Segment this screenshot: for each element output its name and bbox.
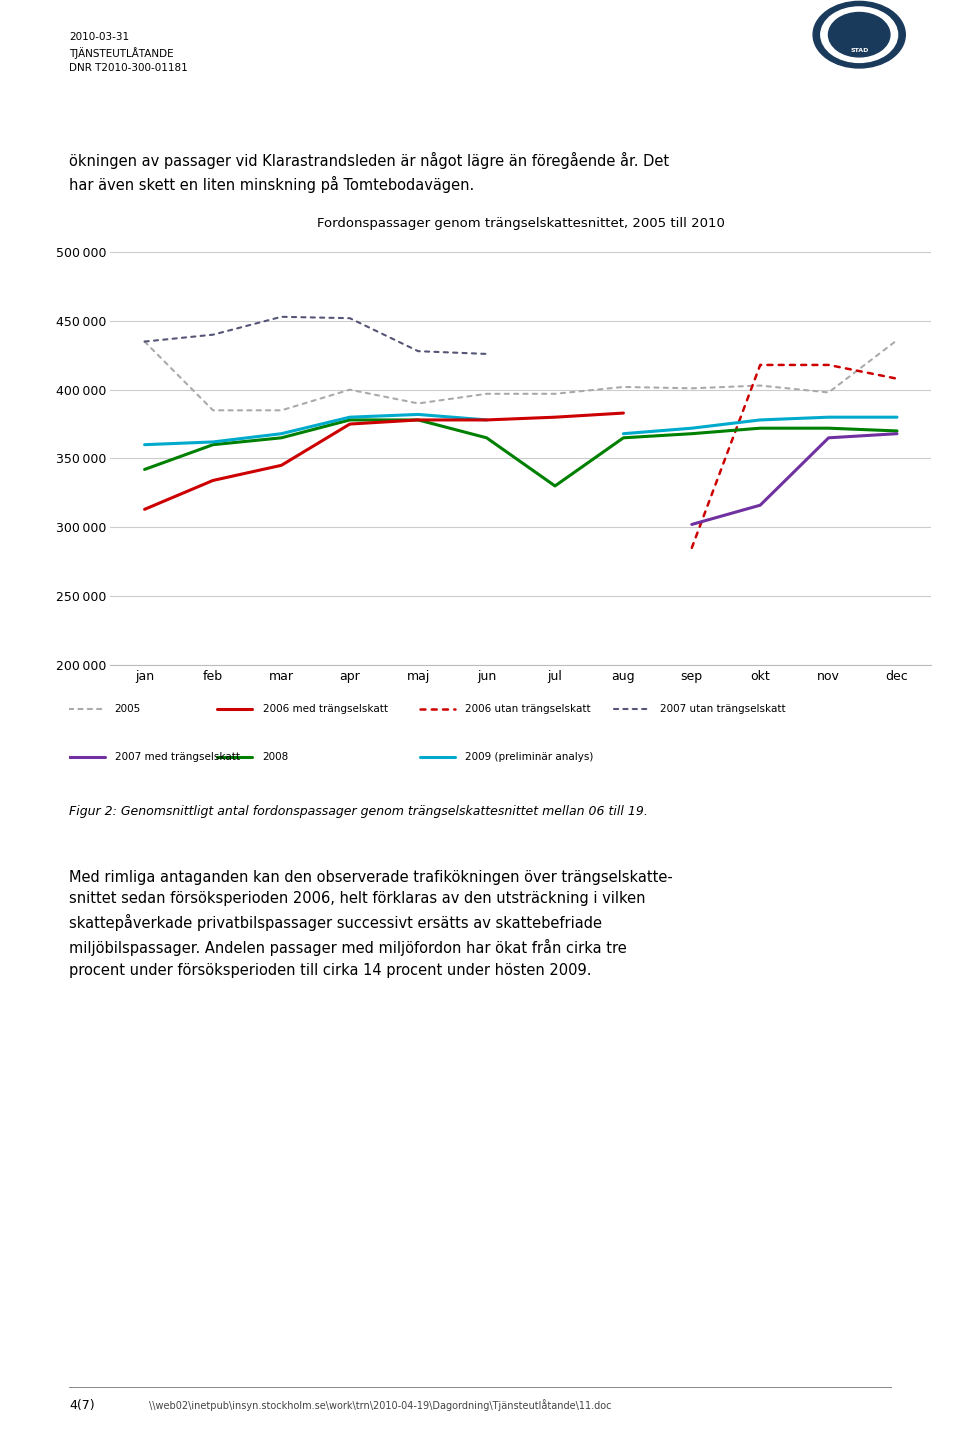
Text: 4(7): 4(7)	[69, 1399, 95, 1412]
Text: 2006 med trängselskatt: 2006 med trängselskatt	[263, 705, 388, 714]
Text: 2005: 2005	[115, 705, 141, 714]
Text: 2010-03-31
TJÄNSTEUTLÅTANDE
DNR T2010-300-01181: 2010-03-31 TJÄNSTEUTLÅTANDE DNR T2010-30…	[69, 32, 188, 72]
Circle shape	[821, 7, 898, 62]
Text: \\web02\inetpub\insyn.stockholm.se\work\trn\2010-04-19\Dagordning\Tjänsteutlåtan: \\web02\inetpub\insyn.stockholm.se\work\…	[149, 1399, 612, 1410]
Circle shape	[813, 1, 905, 68]
Text: STAD: STAD	[850, 48, 869, 53]
Title: Fordonspassager genom trängselskattesnittet, 2005 till 2010: Fordonspassager genom trängselskattesnit…	[317, 217, 725, 230]
Text: 2007 med trängselskatt: 2007 med trängselskatt	[115, 753, 240, 762]
Text: 2008: 2008	[263, 753, 289, 762]
Text: STOCKHOLM: STOCKHOLM	[841, 16, 877, 22]
Text: 2007 utan trängselskatt: 2007 utan trängselskatt	[660, 705, 785, 714]
Text: Figur 2: Genomsnittligt antal fordonspassager genom trängselskattesnittet mellan: Figur 2: Genomsnittligt antal fordonspas…	[69, 805, 648, 818]
Text: Med rimliga antaganden kan den observerade trafikökningen över trängselskatte-
s: Med rimliga antaganden kan den observera…	[69, 870, 673, 977]
Text: ökningen av passager vid Klarastrandsleden är något lägre än föregående år. Det
: ökningen av passager vid Klarastrandsled…	[69, 152, 669, 194]
Text: 2006 utan trängselskatt: 2006 utan trängselskatt	[466, 705, 591, 714]
Text: 2009 (preliminär analys): 2009 (preliminär analys)	[466, 753, 593, 762]
Circle shape	[828, 13, 890, 56]
